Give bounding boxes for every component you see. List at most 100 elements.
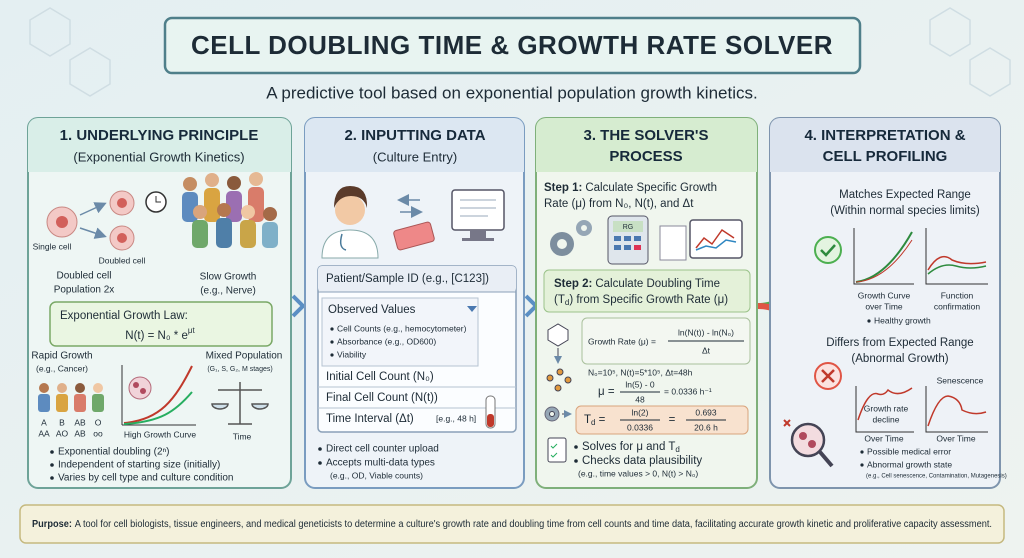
people-group-part [216, 218, 232, 248]
healthy-charts [853, 228, 988, 285]
calculator: RG [623, 224, 634, 231]
growth-chart-icon-part [123, 365, 193, 424]
healthy-charts-part [927, 255, 987, 271]
people-group-part [183, 177, 197, 191]
solver-icons-part-part [634, 236, 641, 241]
panel-interpretation: 4. INTERPRETATION & CELL PROFILING Match… [769, 117, 1007, 489]
bullet-note: (e.g., OD, Viable counts) [330, 470, 423, 480]
rapid-growth: Rapid Growth [31, 351, 92, 362]
cross-icon [814, 362, 842, 390]
step2-box [543, 269, 751, 313]
solver-icons-part [581, 225, 587, 231]
title: 4. INTERPRETATION & [804, 127, 965, 144]
subtitle: (Exponential Growth Kinetics) [73, 149, 244, 164]
molecule-icon-part [556, 368, 564, 376]
molecule-icon-part [546, 374, 554, 382]
monitor-icon-part [470, 230, 486, 238]
differs: Differs from Expected Range [826, 337, 973, 349]
footer: Purpose:A tool for cell biologists, tiss… [19, 504, 1005, 544]
growth-chart-icon-part [128, 376, 152, 400]
observed-items: Absorbance (e.g., OD600) [337, 336, 436, 346]
senescence: Senescence [937, 375, 984, 385]
blood-type-people-part [38, 394, 50, 412]
title: CELL DOUBLING TIME & GROWTH RATE SOLVER [191, 30, 833, 60]
doctor-icon-part [321, 229, 379, 259]
mixed-population: (G₁, S, G₂, M stages) [207, 366, 272, 373]
line2: d [565, 298, 569, 307]
lines: Calculate Specific Growth [585, 182, 717, 194]
final: Final Cell Count (N(t)) [326, 392, 438, 404]
molecule-icon-part [564, 376, 572, 384]
solver-icons-part [557, 239, 567, 249]
form-part [318, 266, 516, 292]
bullets-part [860, 450, 864, 454]
monitor-icon-part [462, 238, 494, 241]
slow-growth: (e.g., Nerve) [200, 286, 256, 297]
people-group-part [241, 205, 255, 219]
note: (e.g., time values > 0, N(t) > N₀) [578, 468, 698, 478]
bullets: Direct cell counter upload [326, 444, 439, 455]
numerator: ln(5) - 0 [625, 379, 655, 389]
numerator2: 0.693 [695, 407, 717, 417]
panel-interpretation-part [770, 118, 1000, 172]
form-part [321, 297, 479, 367]
abnormal-charts-part [927, 395, 987, 427]
magnifier-icon-part [783, 419, 791, 427]
blood-types: A [41, 417, 47, 427]
title: 1. UNDERLYING PRINCIPLE [60, 127, 259, 144]
bullets-part [50, 476, 54, 480]
growth-chart-icon-part [133, 382, 139, 388]
molecule-icon-part [547, 323, 569, 347]
magnifier-icon [783, 419, 834, 468]
blood-type-people-part [93, 383, 103, 393]
panel-input-part [305, 118, 524, 172]
blood-types: B [59, 417, 65, 427]
form-part [330, 327, 334, 357]
people-group-part [263, 207, 277, 221]
bullets: Independent of starting size (initially) [58, 460, 220, 471]
interval-hint: [e.g., 48 h] [436, 413, 476, 423]
solver-icons-part-part [624, 236, 631, 241]
line1: Calculate Doubling Time [595, 278, 720, 290]
hexagon-decor-part [969, 47, 1011, 97]
bullets: Abnormal growth state [867, 459, 952, 469]
panel-principle: 1. UNDERLYING PRINCIPLE (Exponential Gro… [27, 117, 292, 489]
bullet [867, 319, 871, 323]
check-icon [814, 236, 842, 264]
note: (e.g., Cell senescence, Contamination, M… [866, 474, 1007, 480]
people-group-part [192, 220, 208, 248]
check-icon-part [820, 244, 836, 257]
people-group-part [227, 176, 241, 190]
line2: ) from Specific Growth Rate (μ) [569, 294, 728, 306]
solver-icons-part [614, 236, 641, 250]
bullets [574, 445, 578, 463]
blood-type-people-part [56, 394, 68, 412]
healthy-charts-part [925, 228, 988, 285]
cell-icons-part [117, 233, 127, 243]
cell-icons-part [79, 227, 107, 239]
slow-growth: Slow Growth [200, 272, 257, 283]
form-part [487, 414, 494, 427]
curve-label: High Growth Curve [124, 429, 197, 439]
doctor-icon-part [335, 195, 365, 225]
panel-solver-part [536, 118, 757, 172]
people-group [182, 172, 278, 248]
label: Step 1: [544, 182, 582, 194]
label: (Td) from Specific Growth Rate (μ) [554, 294, 728, 307]
title: 3. THE SOLVER'S [584, 127, 709, 144]
molecule-icon [544, 323, 572, 463]
hexagon-decor-part [69, 47, 111, 97]
people-group-part [205, 173, 219, 187]
solver-icons-part [659, 225, 687, 261]
flask-icon-part [393, 221, 435, 251]
matches: Matches Expected Range [839, 189, 971, 201]
population: Doubled cell [56, 271, 111, 282]
law-title: Exponential Growth Law: [60, 310, 188, 322]
monitor-icon [451, 189, 505, 241]
abnormal-charts [855, 386, 988, 433]
bullets-part [50, 450, 54, 454]
molecule-icon-part [547, 437, 567, 463]
blood-types: oo [93, 428, 103, 438]
